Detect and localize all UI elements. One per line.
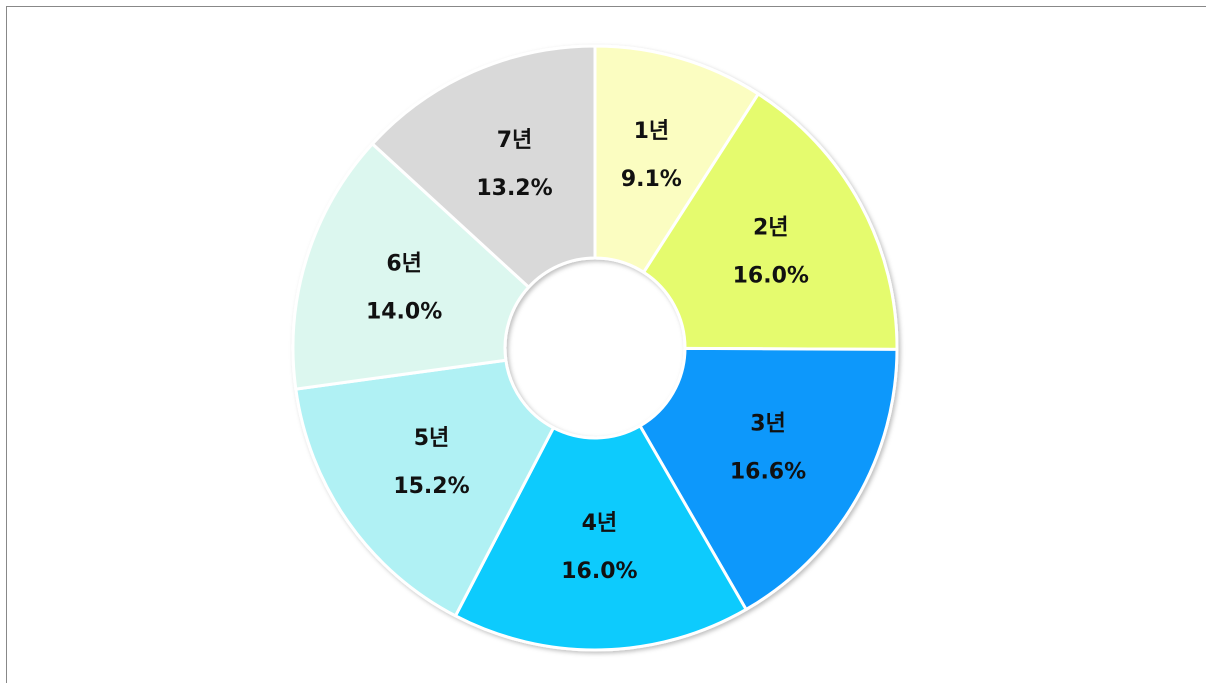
slice-category-label: 6년 (386, 251, 422, 276)
slice-value-label: 16.0% (561, 559, 637, 584)
slice-category-label: 1년 (634, 119, 670, 144)
slice-value-label: 16.6% (730, 459, 806, 484)
slice-value-label: 13.2% (476, 176, 552, 201)
slice-category-label: 2년 (753, 216, 789, 241)
slice-value-label: 16.0% (733, 264, 809, 289)
slice-value-label: 15.2% (393, 474, 469, 499)
slice-category-label: 7년 (497, 128, 533, 153)
slice-category-label: 3년 (750, 411, 786, 436)
slice-category-label: 4년 (582, 511, 618, 536)
slice-value-label: 14.0% (366, 299, 442, 324)
slice-value-label: 9.1% (621, 167, 682, 192)
slice-category-label: 5년 (414, 426, 450, 451)
